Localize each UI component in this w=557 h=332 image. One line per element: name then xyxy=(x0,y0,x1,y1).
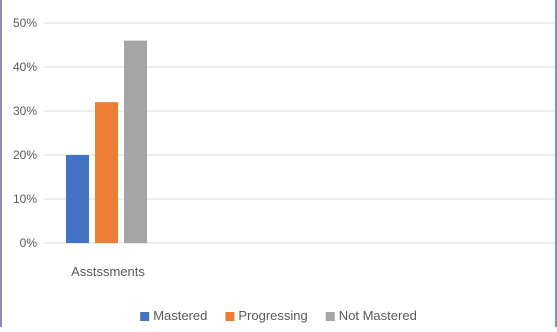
y-tick-label: 10% xyxy=(13,192,37,206)
left-border-line xyxy=(0,0,2,327)
y-axis-ticks: 0% 10% 20% 30% 40% 50% xyxy=(13,16,37,250)
gridlines xyxy=(44,22,557,244)
legend-label: Mastered xyxy=(153,308,207,323)
y-tick-label: 0% xyxy=(20,236,38,250)
bar-progressing xyxy=(95,102,118,243)
y-tick-label: 50% xyxy=(13,16,37,30)
y-tick-label: 40% xyxy=(13,60,37,74)
legend-label: Not Mastered xyxy=(339,308,417,323)
legend-item: Not Mastered xyxy=(325,308,417,323)
legend: Mastered Progressing Not Mastered xyxy=(140,308,417,323)
legend-item: Progressing xyxy=(225,308,308,323)
y-tick-label: 30% xyxy=(13,104,37,118)
y-tick-label: 20% xyxy=(13,148,37,162)
x-axis-ticks: Asstssments xyxy=(71,264,145,279)
legend-swatch xyxy=(325,312,335,321)
x-tick-label: Asstssments xyxy=(71,264,145,279)
bar-not-mastered xyxy=(124,40,147,243)
legend-label: Progressing xyxy=(238,308,307,323)
bars xyxy=(66,40,147,243)
legend-swatch xyxy=(225,312,235,321)
right-border-line xyxy=(555,0,557,327)
bar-mastered xyxy=(66,155,89,243)
legend-item: Mastered xyxy=(140,308,207,323)
legend-swatch xyxy=(140,312,150,321)
